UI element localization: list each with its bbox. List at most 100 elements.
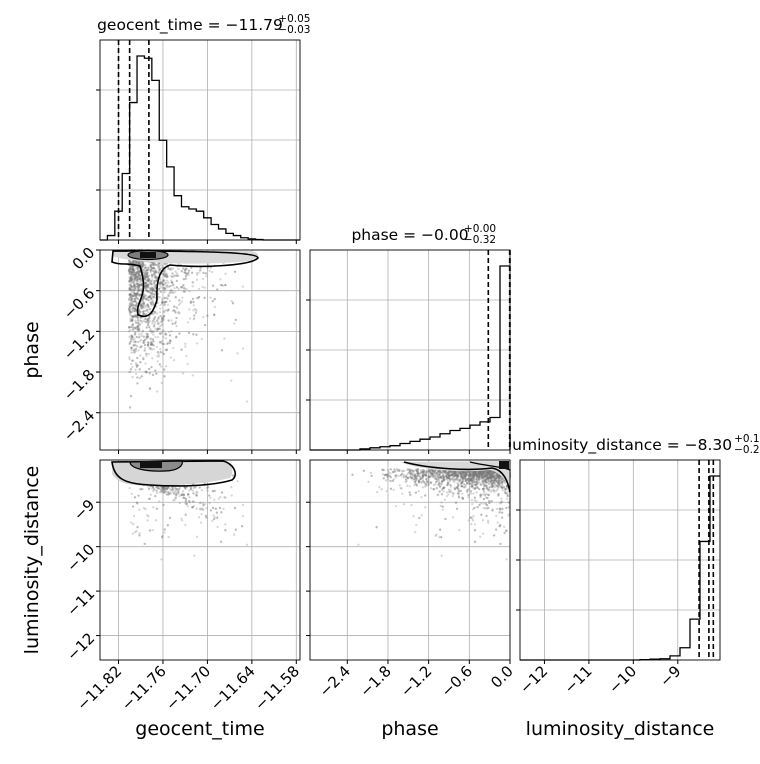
- sample-point: [141, 375, 143, 377]
- sample-point: [188, 332, 190, 334]
- sample-point: [130, 326, 132, 328]
- sample-point: [130, 340, 132, 342]
- sample-point: [230, 486, 232, 488]
- sample-point: [161, 298, 163, 300]
- sample-point: [144, 344, 146, 346]
- sample-point: [185, 278, 187, 280]
- sample-point: [154, 369, 156, 371]
- sample-point: [152, 529, 154, 531]
- sample-point: [467, 496, 469, 498]
- sample-point: [192, 333, 194, 335]
- sample-point: [154, 495, 156, 497]
- title-lower-error: −0.32: [464, 234, 496, 246]
- sample-point: [131, 376, 133, 378]
- sample-point: [193, 487, 195, 489]
- sample-point: [165, 276, 167, 278]
- sample-point: [159, 315, 161, 317]
- sample-point: [147, 341, 149, 343]
- sample-point: [219, 507, 221, 509]
- sample-point: [162, 280, 164, 282]
- sample-point: [174, 271, 176, 273]
- sample-point: [474, 523, 476, 525]
- sample-point: [135, 348, 137, 350]
- sample-point: [157, 336, 159, 338]
- sample-point: [138, 261, 140, 263]
- sample-point: [233, 534, 235, 536]
- sample-point: [179, 302, 181, 304]
- sample-point: [224, 497, 226, 499]
- sample-point: [142, 330, 144, 332]
- sample-point: [167, 281, 169, 283]
- sample-point: [446, 491, 448, 493]
- sample-point: [140, 307, 142, 309]
- sample-point: [160, 365, 162, 367]
- sample-point: [167, 492, 169, 494]
- sample-point: [149, 330, 151, 332]
- sample-point: [195, 334, 197, 336]
- sample-point: [159, 296, 161, 298]
- sample-point: [173, 287, 175, 289]
- sample-point: [221, 349, 223, 351]
- sample-point: [220, 541, 222, 543]
- sample-point: [142, 265, 144, 267]
- sample-point: [133, 289, 135, 291]
- sample-point: [209, 297, 211, 299]
- sample-point: [173, 499, 175, 501]
- sample-point: [153, 325, 155, 327]
- sample-point: [422, 486, 424, 488]
- sample-point: [149, 347, 151, 349]
- sample-point: [205, 275, 207, 277]
- sample-point: [159, 332, 161, 334]
- sample-point: [146, 326, 148, 328]
- sample-point: [169, 488, 171, 490]
- sample-point: [147, 515, 149, 517]
- sample-point: [153, 267, 155, 269]
- panel-2-1: [310, 460, 511, 660]
- sample-point: [135, 373, 137, 375]
- sample-point: [183, 287, 185, 289]
- sample-point: [205, 507, 207, 509]
- sample-point: [166, 280, 168, 282]
- sample-point: [167, 309, 169, 311]
- sample-point: [502, 489, 504, 491]
- sample-point: [222, 508, 224, 510]
- sample-point: [142, 302, 144, 304]
- sample-point: [213, 518, 215, 520]
- sample-point: [178, 332, 180, 334]
- sample-point: [483, 507, 485, 509]
- sample-point: [406, 473, 408, 475]
- sample-point: [175, 336, 177, 338]
- sample-point: [201, 286, 203, 288]
- sample-point: [235, 529, 237, 531]
- sample-point: [162, 336, 164, 338]
- sample-point: [442, 509, 444, 511]
- sample-point: [128, 260, 130, 262]
- sample-point: [400, 487, 402, 489]
- sample-point: [192, 500, 194, 502]
- sample-point: [187, 321, 189, 323]
- sample-point: [164, 291, 166, 293]
- sample-point: [138, 534, 140, 536]
- sample-point: [214, 490, 216, 492]
- sample-point: [156, 346, 158, 348]
- sample-point: [153, 318, 155, 320]
- sample-point: [129, 306, 131, 308]
- sample-point: [192, 301, 194, 303]
- sample-point: [198, 516, 200, 518]
- sample-point: [134, 274, 136, 276]
- sample-point: [159, 285, 161, 287]
- sample-point: [175, 317, 177, 319]
- sample-point: [139, 354, 141, 356]
- sample-point: [131, 320, 133, 322]
- sample-point: [236, 480, 238, 482]
- sample-point: [470, 523, 472, 525]
- sample-point: [185, 355, 187, 357]
- sample-point: [189, 317, 191, 319]
- sample-point: [162, 284, 164, 286]
- panel-background: [310, 460, 510, 660]
- sample-point: [131, 366, 133, 368]
- density-peak: [140, 252, 156, 258]
- sample-point: [212, 507, 214, 509]
- y-tick-label: −9: [70, 496, 98, 524]
- sample-point: [169, 517, 171, 519]
